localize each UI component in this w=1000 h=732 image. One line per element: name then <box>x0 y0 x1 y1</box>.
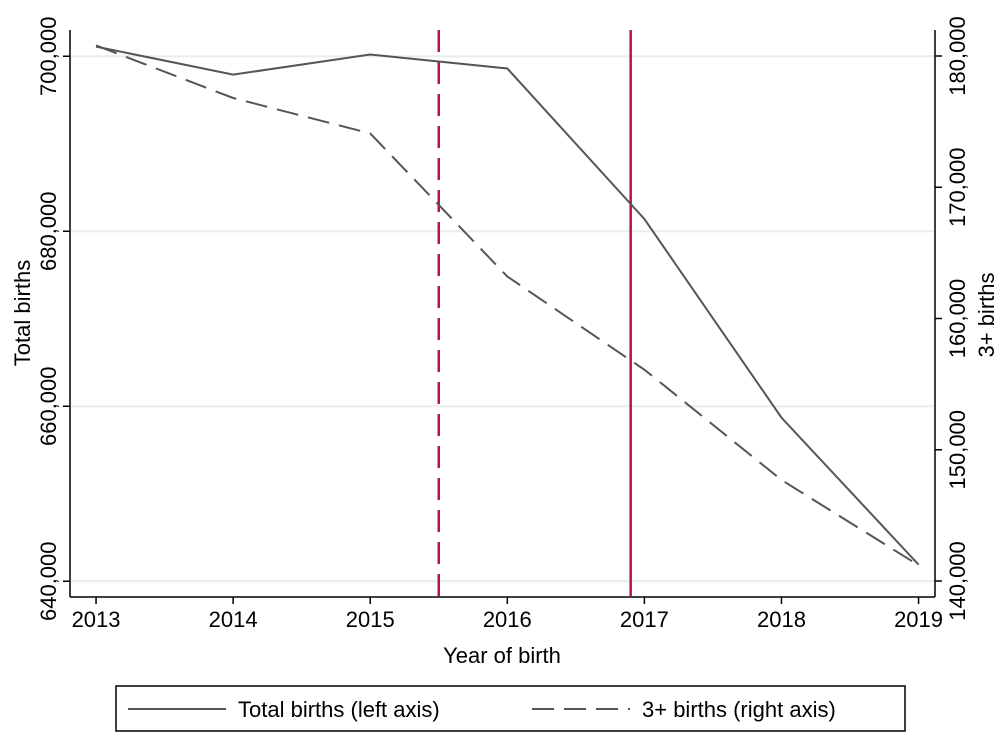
series-line <box>95 45 920 566</box>
y-tick-label: 700,000 <box>36 16 61 96</box>
legend-label: 3+ births (right axis) <box>642 697 836 722</box>
x-tick-label: 2016 <box>483 607 532 632</box>
x-tick-label: 2018 <box>757 607 806 632</box>
x-axis-title: Year of birth <box>443 643 561 668</box>
y-tick-label: 640,000 <box>36 541 61 621</box>
y-tick-label: 680,000 <box>36 191 61 271</box>
y2-tick-label: 140,000 <box>945 541 970 621</box>
legend-box <box>115 685 906 732</box>
x-tick-label: 2015 <box>346 607 395 632</box>
x-tick-label: 2013 <box>72 607 121 632</box>
y2-axis-title: 3+ births <box>974 273 999 358</box>
x-tick-label: 2014 <box>209 607 258 632</box>
x-tick-label: 2017 <box>620 607 669 632</box>
y2-tick-label: 170,000 <box>945 147 970 227</box>
y2-tick-label: 180,000 <box>945 16 970 96</box>
y-tick-label: 660,000 <box>36 366 61 446</box>
y2-tick-label: 160,000 <box>945 279 970 359</box>
y2-tick-label: 150,000 <box>945 410 970 490</box>
series-line <box>95 44 920 567</box>
y-axis-title: Total births <box>10 260 35 366</box>
legend-label: Total births (left axis) <box>238 697 440 722</box>
x-tick-label: 2019 <box>894 607 943 632</box>
